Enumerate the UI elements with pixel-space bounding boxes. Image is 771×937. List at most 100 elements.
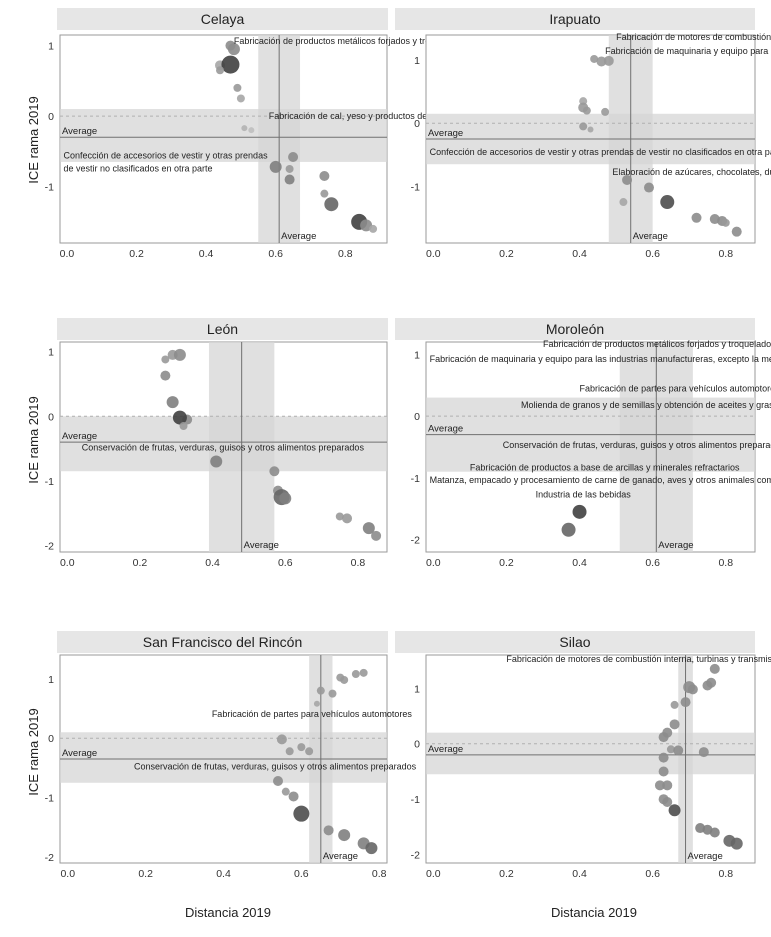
data-point: [233, 83, 242, 92]
y-tick-label: 0: [48, 411, 54, 423]
avg-y-label: Average: [428, 424, 463, 435]
x-tick-label: 0.0: [426, 248, 441, 260]
y-tick-label: 1: [48, 41, 54, 53]
avg-x-label: Average: [281, 231, 316, 242]
data-point: [323, 825, 334, 836]
y-tick-label: -1: [45, 476, 54, 488]
x-tick-label: 0.2: [129, 248, 144, 260]
data-point: [285, 164, 294, 173]
data-point: [335, 512, 344, 521]
annotation-label: Fabricación de productos a base de arcil…: [470, 462, 740, 472]
data-point: [273, 775, 283, 786]
panel-title-bar: [395, 318, 755, 340]
data-point: [658, 766, 669, 777]
x-tick-label: 0.6: [645, 248, 660, 260]
x-tick-label: 0.2: [499, 557, 514, 569]
avg-x-label: Average: [323, 851, 358, 862]
data-point: [730, 837, 743, 850]
data-point: [248, 127, 255, 134]
data-point: [603, 55, 614, 66]
y-tick-label: 1: [414, 683, 420, 695]
data-point: [619, 198, 628, 207]
x-tick-label: 0.4: [199, 248, 214, 260]
panel-5: San Francisco del Rincón Average Average 0.…: [45, 631, 417, 880]
panel-2: Irapuato Average Average 0.0 0.2 0.4 0.6 0.8 1 0 -…: [395, 8, 771, 260]
panel-title: San Francisco del Rincón: [143, 634, 303, 650]
annotation-label: Matanza, empacado y procesamiento de car…: [430, 475, 771, 485]
data-point: [662, 796, 673, 807]
panel-6: Silao Average Average 0.0 0.2 0.4 0.6 0.8 1 0 -1 -2…: [395, 631, 771, 880]
x-tick-label: 0.6: [645, 868, 660, 880]
y-tick-label: -1: [411, 473, 420, 485]
x-tick-label: 0.0: [426, 868, 441, 880]
panel-title-bar: [57, 318, 388, 340]
x-axis-label-right: Distancia 2019: [551, 905, 637, 920]
x-tick-label: 0.0: [60, 557, 75, 569]
data-point: [670, 700, 679, 709]
annotation-label: Industria de las bebidas: [536, 490, 632, 500]
annotation-label: Fabricación de cal, yeso y productos de …: [269, 111, 449, 121]
data-point: [365, 842, 378, 855]
panel-title-bar: [395, 8, 755, 30]
data-point: [340, 675, 349, 684]
data-point: [359, 668, 368, 677]
data-point: [351, 670, 360, 679]
panel-4: Moroleón Average Average 0.0 0.2 0.4 0.6 0.8 1 0 -…: [395, 318, 771, 569]
data-point: [338, 829, 351, 842]
data-point: [691, 212, 702, 223]
x-tick-label: 0.6: [278, 557, 293, 569]
annotation-label: Conservación de frutas, verduras, guisos…: [134, 762, 417, 772]
panel-title-bar: [57, 631, 388, 653]
data-point: [643, 182, 654, 193]
annotation-label: Fabricación de partes para vehículos aut…: [212, 709, 413, 719]
data-point: [288, 151, 299, 162]
data-point: [590, 54, 599, 63]
x-axis-label-left: Distancia 2019: [185, 905, 271, 920]
data-point: [687, 684, 698, 695]
data-point: [320, 189, 329, 198]
data-point: [698, 747, 709, 758]
data-point: [319, 171, 330, 182]
data-point: [362, 522, 375, 535]
x-tick-label: 0.4: [572, 557, 587, 569]
data-point: [669, 719, 680, 730]
y-tick-label: 0: [414, 411, 420, 423]
data-point: [173, 348, 186, 361]
annotation-label: Confección de accesorios de vestir y otr…: [63, 150, 268, 160]
data-point: [269, 160, 282, 173]
data-point: [227, 43, 240, 56]
y-tick-label: 0: [48, 733, 54, 745]
avg-y-label: Average: [62, 126, 97, 137]
y-axis-label-3: ICE rama 2019: [26, 708, 41, 795]
data-point: [673, 745, 684, 756]
data-point: [293, 805, 310, 822]
panel-3: León Average Average 0.0 0.2 0.4 0.6 0.8 1 0 -1 -2 C…: [45, 318, 388, 569]
data-point: [587, 126, 594, 133]
y-tick-label: 1: [48, 674, 54, 686]
panel-title-bar: [57, 8, 388, 30]
data-point: [662, 780, 673, 791]
annotation-label: Fabricación de motores de combustión int…: [616, 32, 771, 42]
x-tick-label: 0.6: [268, 248, 283, 260]
avg-y-label: Average: [62, 431, 97, 442]
y-tick-label: 0: [48, 111, 54, 123]
data-point: [731, 226, 742, 237]
data-point: [269, 466, 280, 477]
data-point: [328, 689, 337, 698]
panel-title-bar: [395, 631, 755, 653]
y-tick-label: 1: [48, 347, 54, 359]
y-tick-label: -2: [45, 541, 54, 553]
panel-title: Silao: [559, 634, 590, 650]
data-point: [161, 355, 170, 364]
data-point: [680, 697, 691, 708]
y-tick-label: 1: [414, 349, 420, 361]
data-point: [371, 530, 382, 541]
x-tick-label: 0.8: [372, 868, 387, 880]
data-point: [579, 122, 588, 131]
y-axis-label-2: ICE rama 2019: [26, 396, 41, 483]
data-point: [596, 56, 607, 67]
annotation-label: Conservación de frutas, verduras, guisos…: [503, 440, 771, 450]
y-tick-label: -1: [411, 794, 420, 806]
data-point: [284, 174, 295, 185]
data-point: [241, 125, 248, 132]
